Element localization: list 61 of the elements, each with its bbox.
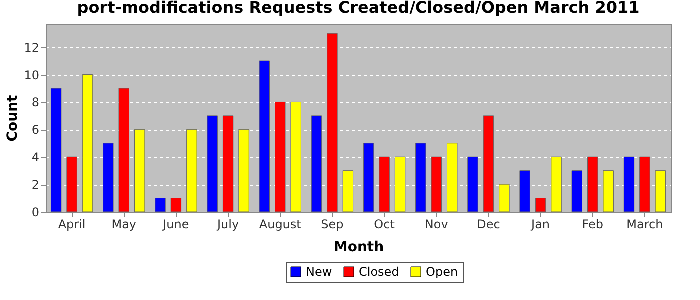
bar (311, 116, 322, 212)
bar (603, 170, 614, 212)
y-tick-label: 4 (32, 150, 40, 165)
y-tick-label: 8 (32, 96, 40, 110)
bar (431, 156, 442, 212)
y-axis-title: Count (5, 94, 22, 142)
bar (483, 116, 494, 212)
x-tick-label: April (58, 218, 86, 232)
bar (327, 33, 338, 212)
bar (640, 156, 650, 212)
y-tick-label: 10 (24, 68, 40, 82)
bar (468, 156, 478, 212)
bar (551, 156, 562, 212)
x-tick-label: Sep (321, 218, 344, 232)
x-tick-label: Nov (424, 218, 448, 232)
x-tick-label: Jan (530, 218, 550, 232)
bar (290, 102, 302, 212)
x-tick-label: May (112, 218, 137, 232)
y-tick-label: 6 (32, 123, 40, 138)
bar (103, 143, 114, 212)
x-tick-label: March (626, 218, 664, 232)
bar (416, 143, 426, 212)
bar (222, 116, 234, 212)
bar (588, 156, 598, 212)
legend-label: Open (426, 265, 458, 279)
legend-label: New (306, 265, 332, 279)
legend-label: Closed (359, 265, 400, 279)
bar (170, 198, 182, 212)
bar (238, 129, 250, 212)
bar (50, 88, 62, 212)
bar (134, 129, 146, 212)
y-tick-label: 2 (32, 178, 40, 192)
y-tick-label: 0 (32, 206, 40, 220)
y-tick-label: 12 (24, 40, 40, 55)
bar (186, 129, 198, 212)
bar (118, 88, 130, 212)
x-tick-label: Feb (582, 218, 604, 232)
x-tick-label: July (216, 218, 240, 232)
x-tick-label: August (259, 218, 302, 232)
bar (624, 156, 635, 212)
bar (275, 102, 286, 212)
chart-title: port-modifications Requests Created/Closed/Open March 2011 (77, 0, 640, 17)
bar (155, 198, 166, 212)
bar (259, 60, 270, 212)
bar (446, 143, 458, 212)
bar (82, 74, 94, 212)
bar (499, 184, 510, 212)
bar (535, 198, 546, 212)
bar (394, 156, 406, 212)
x-axis-title: Month (334, 240, 384, 256)
bar (363, 143, 374, 212)
x-tick-label: Dec (477, 218, 500, 232)
x-tick-label: Oct (374, 218, 396, 232)
bar (342, 170, 354, 212)
bar (379, 156, 390, 212)
x-tick-label: June (162, 218, 190, 232)
bar (520, 170, 530, 212)
bar (207, 116, 218, 212)
bar (655, 170, 666, 212)
bar (572, 170, 583, 212)
bar (66, 156, 78, 212)
